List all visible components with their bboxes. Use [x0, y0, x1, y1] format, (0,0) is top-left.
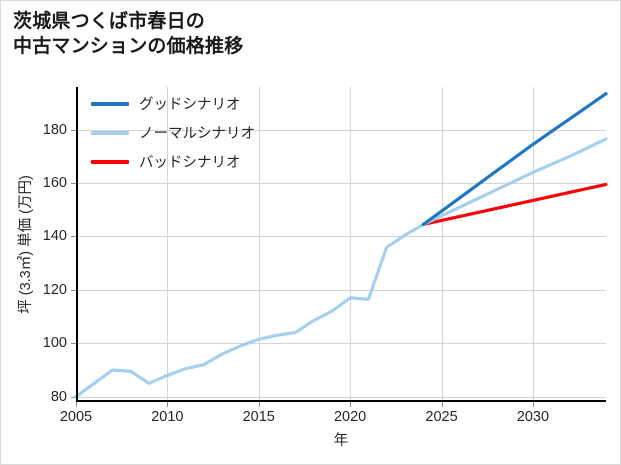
chart-title: 茨城県つくば市春日の 中古マンションの価格推移	[13, 11, 244, 58]
x-gridline	[532, 87, 534, 402]
x-tick-label: 2030	[516, 409, 550, 425]
y-gridline	[76, 343, 606, 345]
x-tick-mark	[258, 402, 260, 407]
plot-background	[76, 87, 606, 402]
y-tick-mark	[71, 289, 76, 291]
x-tick-label: 2015	[242, 409, 275, 425]
x-gridline	[258, 87, 260, 402]
legend-color-swatch	[91, 101, 129, 106]
y-tick-mark	[71, 129, 76, 131]
legend-item[interactable]: ノーマルシナリオ	[91, 122, 255, 143]
legend-item-label: バッドシナリオ	[139, 155, 241, 171]
legend-item-label: ノーマルシナリオ	[139, 126, 255, 142]
x-axis-label: 年	[76, 429, 606, 450]
y-tick-label: 140	[42, 228, 67, 245]
x-gridline	[167, 87, 169, 402]
y-gridline	[76, 396, 606, 398]
y-tick-label: 80	[50, 388, 67, 405]
x-gridline	[441, 87, 443, 402]
chart-legend: グッドシナリオ ノーマルシナリオ バッドシナリオ	[91, 93, 255, 172]
x-tick-mark	[350, 402, 352, 407]
x-tick-mark	[441, 402, 443, 407]
legend-item[interactable]: グッドシナリオ	[91, 93, 255, 114]
x-tick-mark	[167, 402, 169, 407]
y-axis-label: 坪 (3.3㎡) 単価 (万円)	[13, 87, 35, 402]
series-line	[74, 137, 608, 399]
y-tick-label: 100	[42, 335, 67, 352]
plot-area: 80 100 120 140 160 180 2005 2010 2015 2020 2025 203…	[43, 87, 608, 425]
x-axis-spine	[76, 400, 606, 402]
legend-item-label: グッドシナリオ	[139, 97, 241, 113]
y-tick-mark	[71, 396, 76, 398]
y-tick-mark	[71, 343, 76, 345]
legend-item[interactable]: バッドシナリオ	[91, 151, 255, 172]
y-tick-mark	[71, 236, 76, 238]
y-axis-label-text: 坪 (3.3㎡) 単価 (万円)	[17, 175, 34, 314]
y-tick-label: 180	[42, 121, 67, 138]
series-line	[421, 92, 608, 227]
legend-color-swatch	[91, 159, 129, 164]
legend-color-swatch	[91, 130, 129, 135]
y-gridline	[76, 289, 606, 291]
x-axis-label-text: 年	[333, 433, 349, 449]
x-tick-label: 2025	[425, 409, 458, 425]
x-tick-mark	[532, 402, 534, 407]
series-line	[421, 182, 608, 227]
x-gridline	[350, 87, 352, 402]
x-tick-mark	[76, 402, 77, 407]
y-tick-label: 160	[42, 175, 67, 192]
y-tick-mark	[71, 183, 76, 185]
y-axis-spine	[76, 87, 78, 402]
series-layer	[74, 92, 608, 399]
x-tick-label: 2020	[333, 409, 367, 425]
y-gridline	[76, 129, 606, 131]
y-tick-label: 120	[42, 281, 67, 298]
y-gridline	[76, 183, 606, 185]
x-tick-label: 2010	[151, 409, 184, 425]
x-tick-label: 2005	[59, 409, 93, 425]
y-gridline	[76, 236, 606, 238]
